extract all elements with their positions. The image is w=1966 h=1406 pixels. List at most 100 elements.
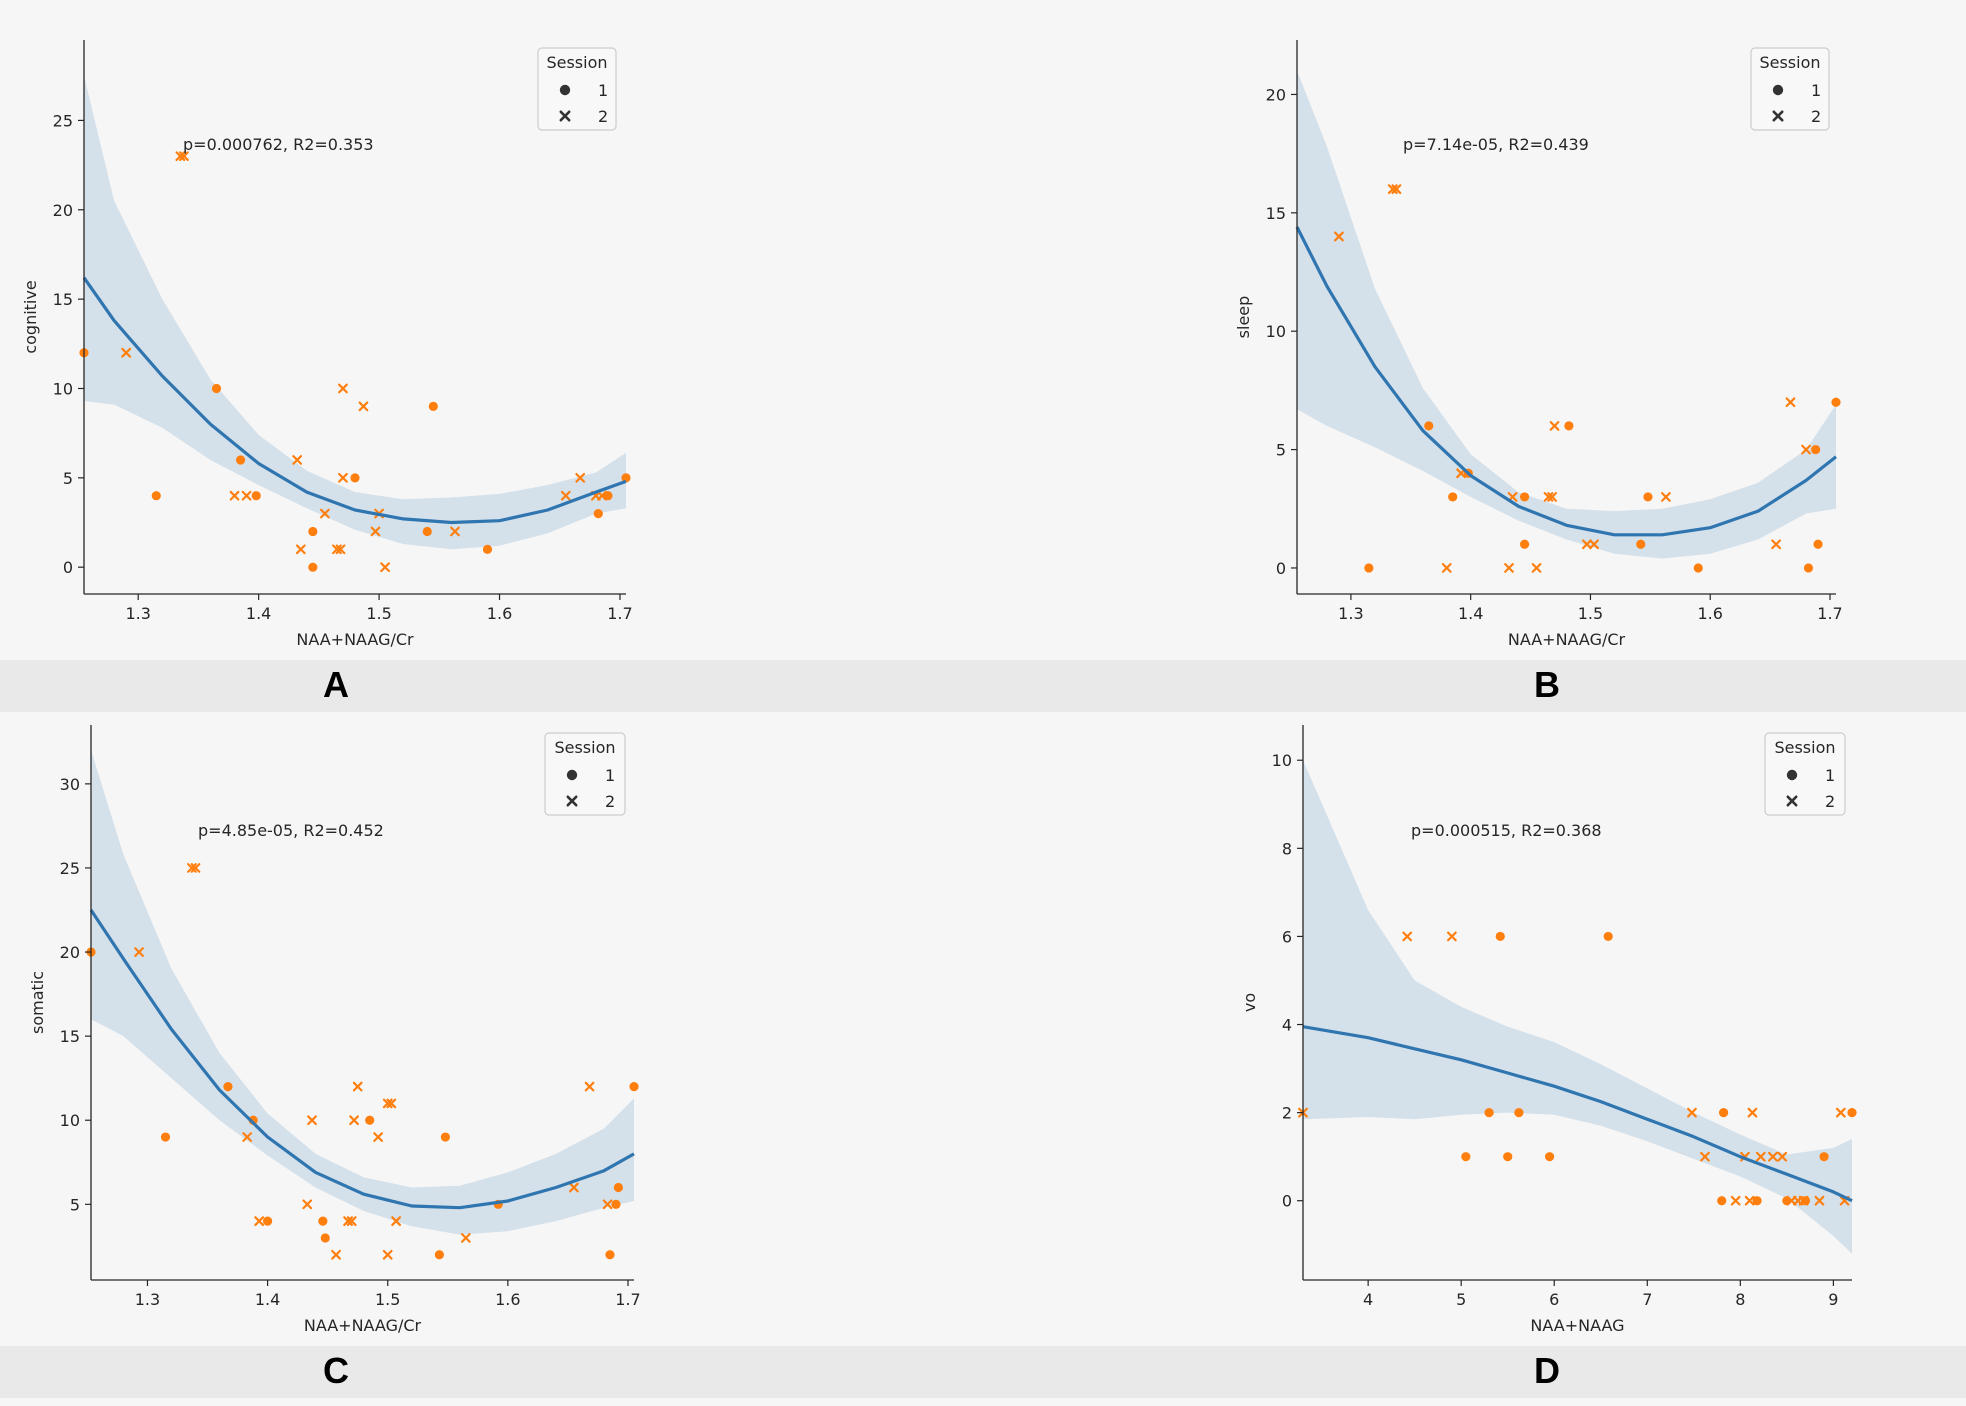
data-point-session-1	[1819, 1152, 1829, 1162]
data-point-session-1	[1718, 1108, 1729, 1118]
data-point-session-2	[1402, 931, 1413, 942]
legend-title: Session	[1759, 53, 1820, 72]
data-point-session-2	[569, 1182, 579, 1193]
data-point-session-2	[241, 490, 252, 501]
data-point-session-1	[605, 1250, 615, 1260]
data-point-session-2	[1798, 1195, 1809, 1206]
data-point-session-1	[308, 526, 318, 537]
data-point-session-1	[211, 383, 222, 394]
data-point-session-1	[1514, 1108, 1524, 1118]
y-tick-label: 5	[70, 1195, 80, 1214]
data-point-session-2	[121, 347, 132, 358]
data-point-session-1	[1461, 1152, 1471, 1162]
data-point-session-2	[242, 1132, 253, 1142]
stats-annotation: p=7.14e-05, R2=0.439	[1403, 135, 1589, 154]
legend-marker-x	[1786, 795, 1798, 807]
legend-entry-1: 1	[598, 81, 608, 100]
y-tick-label: 15	[53, 290, 73, 309]
data-point-session-2	[1801, 444, 1811, 455]
data-point-session-2	[1744, 1195, 1755, 1206]
y-tick-label: 10	[1266, 322, 1286, 341]
legend-title: Session	[1774, 738, 1835, 757]
y-tick-label: 6	[1282, 927, 1292, 946]
y-tick-label: 15	[60, 1027, 80, 1046]
y-tick-label: 10	[53, 379, 73, 398]
data-point-session-1	[365, 1115, 375, 1125]
legend: Session 1 2	[1764, 732, 1846, 816]
data-point-session-1	[318, 1216, 328, 1226]
x-tick-label: 1.5	[375, 1290, 400, 1309]
x-tick-label: 1.6	[1698, 604, 1723, 623]
data-point-session-2	[1785, 397, 1796, 408]
y-tick-label: 0	[63, 558, 73, 577]
x-tick-label: 1.7	[615, 1290, 640, 1309]
data-point-session-2	[349, 1115, 359, 1126]
y-axis-label: cognitive	[21, 280, 40, 353]
data-point-session-1	[262, 1216, 273, 1226]
data-point-session-1	[223, 1081, 233, 1092]
data-point-session-1	[1800, 1196, 1811, 1206]
x-tick-label: 1.7	[607, 604, 632, 623]
legend-marker-x	[566, 795, 578, 807]
data-point-session-2	[292, 455, 303, 465]
legend-marker-circle	[1786, 769, 1798, 781]
data-point-session-1	[1519, 492, 1530, 502]
data-point-session-1	[1636, 539, 1646, 549]
y-tick-label: 10	[1272, 751, 1292, 770]
data-point-session-1	[1811, 444, 1821, 455]
data-point-session-2	[370, 526, 381, 537]
data-point-session-1	[1544, 1152, 1555, 1162]
data-point-session-2	[1755, 1151, 1766, 1162]
y-tick-label: 20	[60, 943, 80, 962]
x-tick-label: 1.7	[1817, 604, 1842, 623]
x-tick-label: 1.3	[125, 604, 150, 623]
data-point-session-2	[560, 490, 571, 501]
y-tick-label: 15	[1266, 204, 1286, 223]
legend-entry-2: 2	[598, 107, 608, 126]
legend-box	[1750, 47, 1830, 131]
data-point-session-2	[307, 1115, 317, 1126]
x-axis-label: NAA+NAAG	[1530, 1316, 1624, 1335]
x-tick-label: 1.4	[255, 1290, 280, 1309]
legend-marker-circle	[1772, 84, 1784, 96]
y-axis-label: vo	[1240, 993, 1259, 1012]
data-point-session-2	[1581, 539, 1592, 550]
y-tick-label: 30	[60, 775, 80, 794]
data-point-session-2	[597, 490, 607, 501]
data-point-session-1	[1364, 563, 1374, 573]
chart-panel-d: 4 5 6 7 8 9 0 2 4 6 8 10 NAA+NAAG vo p=0.000515, R2=0.…	[1240, 725, 1857, 1335]
data-point-session-2	[331, 1249, 341, 1260]
regression-line	[1295, 226, 1837, 537]
y-axis-label: sleep	[1234, 296, 1253, 339]
panel-label-c: C	[323, 1350, 349, 1391]
x-tick-label: 1.3	[135, 1290, 160, 1309]
legend-title: Session	[546, 53, 607, 72]
data-point-session-2	[1334, 231, 1344, 242]
x-tick-label: 8	[1735, 1290, 1745, 1309]
x-axis-label: NAA+NAAG/Cr	[1508, 630, 1626, 649]
x-axis-label: NAA+NAAG/Cr	[296, 630, 414, 649]
data-point-session-1	[629, 1081, 639, 1092]
panel-label-a: A	[323, 664, 349, 705]
stats-annotation: p=0.000515, R2=0.368	[1411, 821, 1602, 840]
data-point-session-2	[346, 1216, 357, 1227]
data-point-session-1	[1564, 421, 1574, 431]
legend-entry-1: 1	[1811, 81, 1821, 100]
legend-entry-1: 1	[1825, 766, 1835, 785]
data-point-session-2	[295, 544, 306, 555]
regression-line	[82, 276, 627, 525]
chart-panel-b: 1.3 1.4 1.5 1.6 1.7 0 5 10 15 20 NAA+NAAG/Cr sleep p…	[1234, 40, 1843, 649]
x-tick-label: 5	[1456, 1290, 1466, 1309]
data-point-session-2	[1441, 563, 1452, 573]
data-point-session-2	[319, 508, 330, 519]
data-point-session-1	[1813, 539, 1823, 549]
data-point-session-2	[386, 1098, 397, 1109]
data-point-session-2	[302, 1199, 313, 1210]
panel-strip-top	[0, 660, 1966, 712]
data-point-session-2	[584, 1081, 595, 1092]
chart-panel-a: 1.3 1.4 1.5 1.6 1.7 0 5 10 15 20 25 NAA+NAAG/Cr cogn…	[21, 40, 633, 649]
data-point-session-2	[338, 472, 348, 483]
panel-label-b: B	[1534, 664, 1560, 705]
data-point-session-1	[1495, 931, 1505, 942]
x-tick-label: 1.4	[1458, 604, 1483, 623]
